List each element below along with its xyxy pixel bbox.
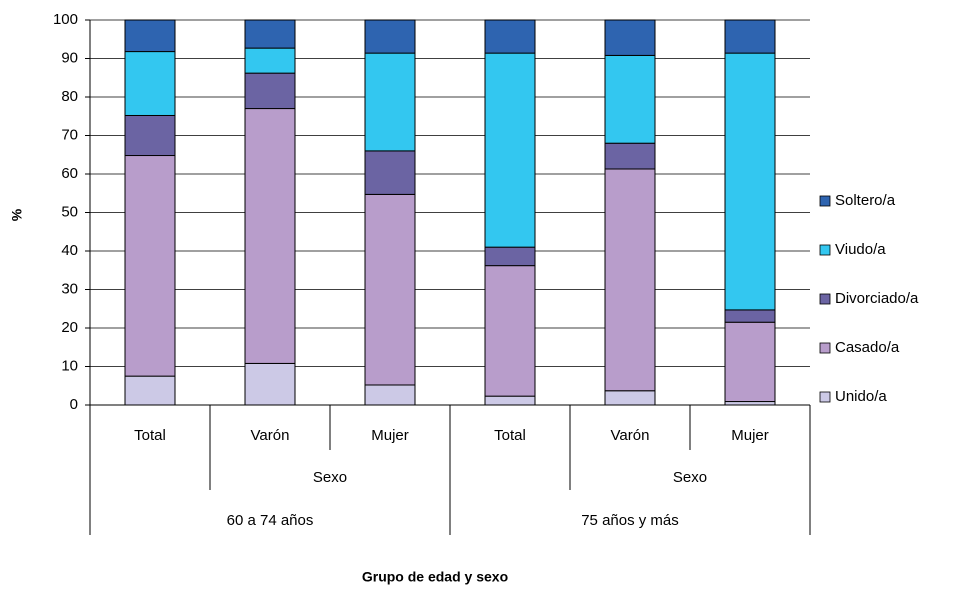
y-tick-label: 0 bbox=[70, 396, 78, 413]
bar-segment bbox=[604, 390, 656, 406]
bar-segment bbox=[364, 52, 416, 152]
group-label: 75 años y más bbox=[581, 512, 679, 529]
y-axis-title: % bbox=[9, 208, 25, 221]
legend-label: Divorciado/a bbox=[835, 290, 919, 307]
bar-segment bbox=[124, 155, 176, 377]
bar-segment bbox=[604, 142, 656, 170]
x-tick-label: Varón bbox=[611, 427, 650, 444]
bar-segment bbox=[244, 19, 296, 49]
x-tick-label: Mujer bbox=[731, 427, 769, 444]
bar-segment bbox=[124, 19, 176, 53]
legend-swatch bbox=[819, 391, 831, 403]
bar-segment bbox=[604, 54, 656, 144]
bar-segment bbox=[484, 246, 536, 267]
y-tick-label: 90 bbox=[61, 49, 78, 66]
bar-segment bbox=[364, 193, 416, 386]
legend-swatch bbox=[819, 244, 831, 256]
bar-segment bbox=[724, 19, 776, 54]
bar-segment bbox=[724, 401, 776, 406]
y-tick-label: 50 bbox=[61, 203, 78, 220]
bar-segment bbox=[244, 362, 296, 406]
bar-segment bbox=[124, 51, 176, 116]
bar-segment bbox=[484, 52, 536, 248]
bar-segment bbox=[604, 19, 656, 56]
bar-segment bbox=[244, 47, 296, 74]
bar-segment bbox=[364, 384, 416, 406]
legend-label: Viudo/a bbox=[835, 241, 886, 258]
y-tick-label: 70 bbox=[61, 126, 78, 143]
y-tick-label: 100 bbox=[53, 11, 78, 28]
x-tick-label: Mujer bbox=[371, 427, 409, 444]
subgroup-label: Sexo bbox=[313, 469, 347, 486]
bar-segment bbox=[484, 395, 536, 406]
bar-segment bbox=[244, 72, 296, 110]
legend-swatch bbox=[819, 293, 831, 305]
y-tick-label: 10 bbox=[61, 357, 78, 374]
bar-segment bbox=[484, 19, 536, 54]
bar-segment bbox=[124, 114, 176, 157]
legend-label: Casado/a bbox=[835, 339, 900, 356]
legend-label: Unido/a bbox=[835, 388, 887, 405]
y-tick-label: 20 bbox=[61, 319, 78, 336]
x-tick-label: Total bbox=[134, 427, 166, 444]
bar-segment bbox=[724, 309, 776, 323]
legend-swatch bbox=[819, 342, 831, 354]
legend-swatch bbox=[819, 195, 831, 207]
y-tick-label: 30 bbox=[61, 280, 78, 297]
bar-segment bbox=[484, 265, 536, 397]
bar-segment bbox=[724, 321, 776, 403]
bar-segment bbox=[364, 150, 416, 195]
x-axis-title: Grupo de edad y sexo bbox=[362, 569, 508, 585]
bar-segment bbox=[724, 52, 776, 311]
bar-segment bbox=[364, 19, 416, 54]
y-tick-label: 40 bbox=[61, 242, 78, 259]
bar-segment bbox=[604, 168, 656, 392]
bar-segment bbox=[124, 375, 176, 406]
legend-label: Soltero/a bbox=[835, 192, 896, 209]
x-tick-label: Varón bbox=[251, 427, 290, 444]
x-tick-label: Total bbox=[494, 427, 526, 444]
subgroup-label: Sexo bbox=[673, 469, 707, 486]
y-tick-label: 60 bbox=[61, 165, 78, 182]
group-label: 60 a 74 años bbox=[227, 512, 314, 529]
bar-segment bbox=[244, 108, 296, 364]
y-tick-label: 80 bbox=[61, 88, 78, 105]
